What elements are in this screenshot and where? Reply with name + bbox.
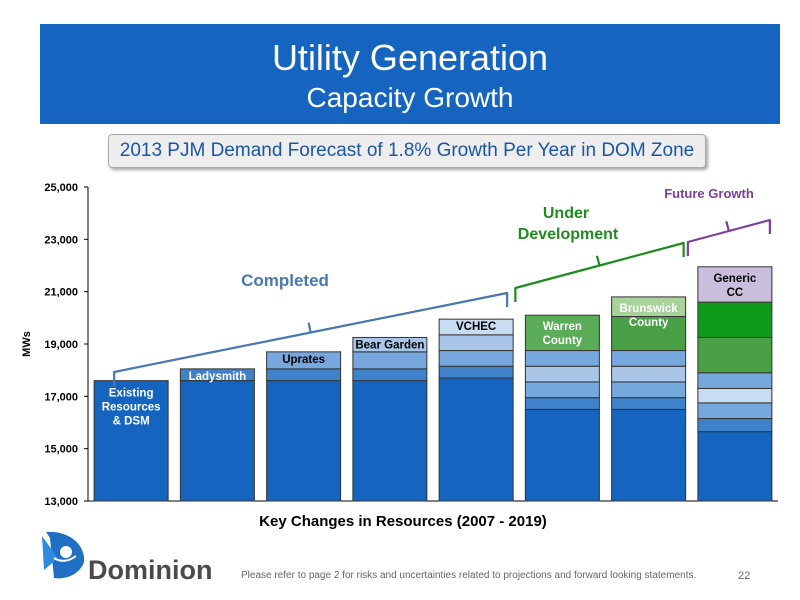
bar-segment — [611, 381, 687, 399]
bar-label: Uprates — [282, 354, 325, 366]
bar-segment — [93, 380, 169, 502]
y-axis-label: MWs — [21, 331, 33, 357]
bar-segment — [179, 368, 255, 382]
bar-segment — [438, 377, 514, 502]
completed-brace — [113, 291, 509, 386]
bar-label: Warren County — [543, 321, 583, 347]
bar-segment — [524, 350, 600, 367]
bar-segment — [524, 397, 600, 410]
bar-segment — [352, 380, 428, 502]
disclaimer-note: Please refer to page 2 for risks and unc… — [241, 570, 697, 581]
annotation-completed: Completed — [241, 271, 329, 290]
bar-segment — [697, 387, 773, 404]
bar-label: Existing Resources & DSM — [102, 388, 161, 428]
bar-segment — [697, 372, 773, 389]
bar-segment — [697, 402, 773, 420]
bar-segment — [611, 296, 687, 318]
future-growth-brace — [686, 218, 771, 256]
dominion-logo: Dominion — [36, 528, 226, 588]
y-tick-label: 23,000 — [44, 234, 78, 246]
annotation-future-growth: Future Growth — [664, 186, 754, 201]
bar-segment — [697, 336, 773, 374]
bar-segment — [524, 365, 600, 383]
bar-segment — [438, 365, 514, 379]
bar-segment — [611, 316, 687, 352]
bar-segment — [611, 350, 687, 367]
bar-label: VCHEC — [456, 321, 496, 333]
bar-segment — [524, 408, 600, 502]
annotation-under-development: Under Development — [518, 205, 619, 243]
page-number: 22 — [738, 570, 751, 582]
bar-segment — [438, 350, 514, 367]
capacity-growth-chart: 13,000 15,000 17,000 19,000 21,000 23,000 25,0… — [21, 182, 778, 530]
dominion-emblem-icon: Dominion — [42, 531, 212, 585]
y-tick-label: 15,000 — [44, 444, 78, 456]
bar-segment — [179, 380, 255, 502]
bar-segment — [524, 314, 600, 352]
bar-segment — [611, 365, 687, 383]
x-axis-label: Key Changes in Resources (2007 - 2019) — [259, 513, 547, 530]
bar-label: Generic CC — [713, 273, 756, 299]
bar-segment — [697, 301, 773, 338]
bar-segment — [352, 351, 428, 370]
bar-segment — [697, 431, 773, 502]
slide-title: Utility Generation — [271, 37, 549, 78]
bar-segment — [438, 334, 514, 352]
forecast-callout: 2013 PJM Demand Forecast of 1.8% Growth … — [108, 134, 706, 168]
y-tick-label: 19,000 — [44, 339, 78, 351]
bar-label: Bear Garden — [355, 339, 424, 351]
bar-segment — [697, 266, 773, 303]
y-tick-label: 21,000 — [44, 287, 78, 299]
bar-segment — [266, 368, 342, 382]
under-development-brace — [514, 241, 685, 302]
bar-segment — [524, 381, 600, 399]
slide-subtitle: Capacity Growth — [306, 82, 514, 113]
y-tick-label: 13,000 — [44, 496, 78, 508]
bar-segment — [611, 397, 687, 410]
bar-label: Ladysmith — [189, 371, 247, 383]
bar-label: Brunswick County — [620, 303, 679, 329]
bar-segment — [611, 408, 687, 502]
y-tick-label: 25,000 — [44, 182, 78, 194]
bar-segment — [266, 351, 342, 370]
logo-wordmark: Dominion — [88, 555, 212, 585]
y-tick-label: 17,000 — [44, 391, 78, 403]
bar-segment — [438, 318, 514, 336]
bar-segment — [352, 336, 428, 353]
bar-segment — [266, 380, 342, 502]
bar-segment — [697, 418, 773, 433]
title-banner: Utility Generation Capacity Growth — [40, 24, 780, 124]
bar-segment — [352, 368, 428, 382]
